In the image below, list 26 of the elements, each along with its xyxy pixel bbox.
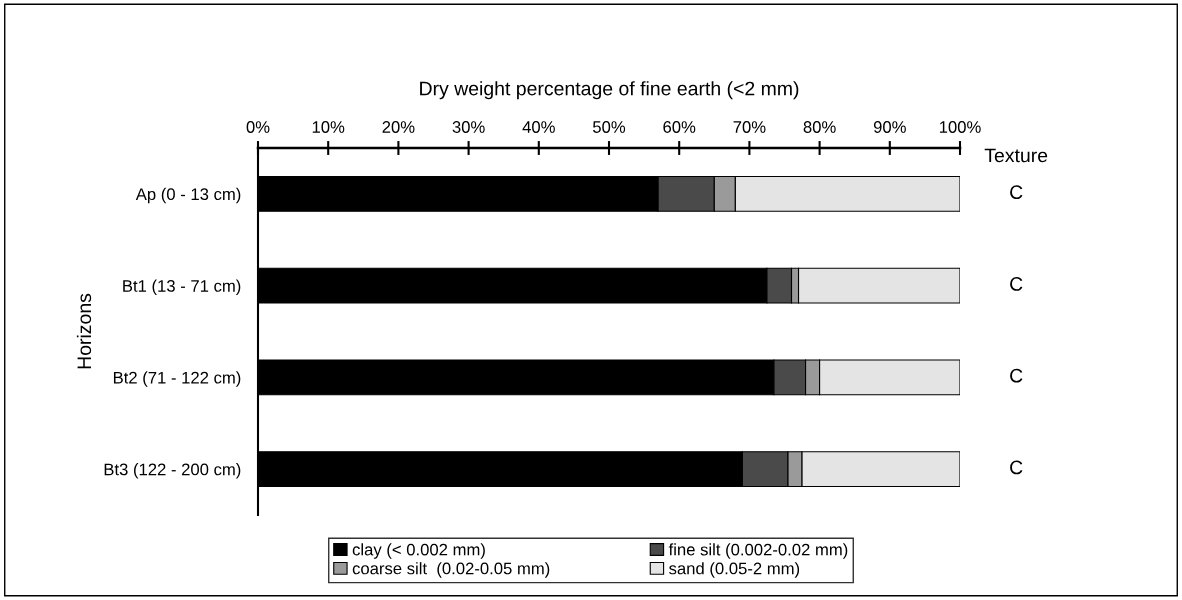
y-tick-label: Bt1 (13 - 71 cm) <box>123 279 241 296</box>
text: C <box>1010 460 1023 475</box>
x-tick-label: 90% <box>873 121 906 133</box>
x-tick-label: 30% <box>452 121 485 133</box>
chart-title: Dry weight percentage of fine earth (<2 mm) <box>420 81 799 100</box>
x-tick-label: 60% <box>663 121 696 133</box>
y-tick-label: Ap (0 - 13 cm) <box>135 187 241 204</box>
legend-label: coarse silt (0.02-0.05 mm) <box>352 562 550 578</box>
x-tick-label: 40% <box>522 121 555 133</box>
text: Texture <box>984 148 1048 163</box>
x-tick-label: 20% <box>382 121 415 133</box>
x-tick-label: 0% <box>246 121 270 133</box>
x-tick-label: 50% <box>592 121 626 133</box>
x-tick-label: 80% <box>803 121 836 133</box>
x-tick-label: 10% <box>312 121 345 133</box>
y-axis-title: Horizons <box>76 293 92 369</box>
x-tick-label: 100% <box>939 121 981 133</box>
text: C <box>1010 185 1023 200</box>
x-tick-label: 70% <box>733 121 766 133</box>
text: C <box>1010 277 1023 291</box>
text: C <box>1010 368 1023 383</box>
legend-label: clay (< 0.002 mm) <box>352 543 485 559</box>
legend-label: sand (0.05-2 mm) <box>669 562 800 578</box>
y-tick-label: Bt3 (122 - 200 cm) <box>104 463 241 479</box>
legend-label: fine silt (0.002-0.02 mm) <box>668 543 848 559</box>
y-tick-label: Bt2 (71 - 122 cm) <box>113 371 241 387</box>
